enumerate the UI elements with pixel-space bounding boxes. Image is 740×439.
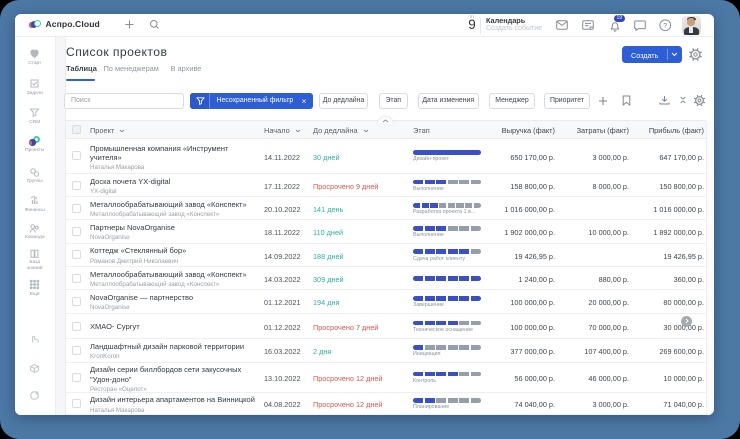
svg-text:?: ? <box>663 21 667 30</box>
